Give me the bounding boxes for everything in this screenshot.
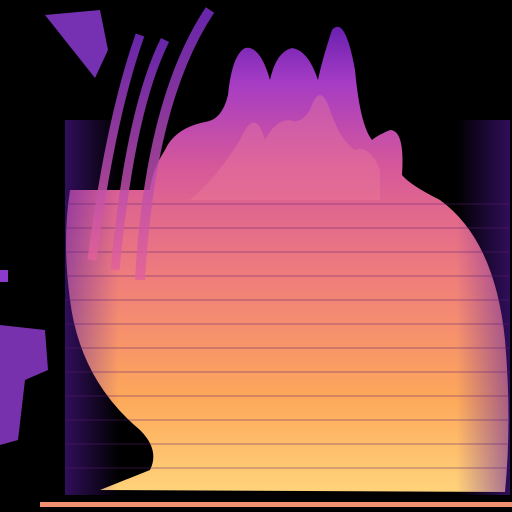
patch bbox=[0, 325, 48, 445]
streak bbox=[87, 33, 145, 261]
bottom-line bbox=[40, 502, 512, 507]
patch bbox=[45, 10, 108, 78]
inner-flames bbox=[190, 95, 380, 200]
harmonic-bands bbox=[65, 190, 510, 490]
streak bbox=[110, 37, 170, 271]
streak bbox=[135, 7, 215, 281]
patch bbox=[0, 270, 8, 282]
